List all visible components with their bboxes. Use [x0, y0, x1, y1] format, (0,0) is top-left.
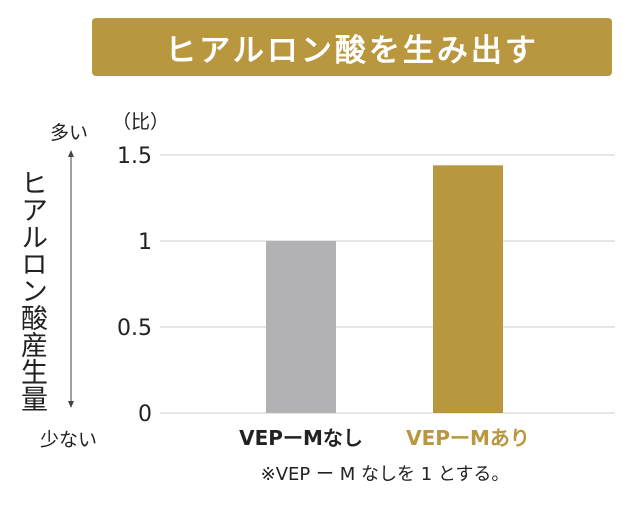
- bar-2: [433, 165, 503, 413]
- more-label: 多い: [50, 122, 89, 144]
- chart-title-banner: ヒアルロン酸を生み出す: [92, 18, 612, 76]
- less-label: 少ない: [40, 429, 98, 451]
- footnote: ※VEP ー M なしを 1 とする。: [260, 464, 510, 485]
- y-unit-label: （比）: [112, 111, 169, 133]
- double-arrow-icon: [68, 150, 74, 408]
- x-category-label: VEPーMなし: [239, 426, 363, 450]
- y-tick-label: 1.5: [117, 144, 152, 169]
- bar-1: [266, 241, 336, 413]
- y-axis-title: ヒアルロン酸産生量: [16, 168, 47, 412]
- y-tick-label: 0: [138, 402, 152, 427]
- x-category-label: VEPーMあり: [406, 426, 530, 450]
- y-tick-label: 1: [138, 230, 152, 255]
- y-tick-label: 0.5: [117, 316, 152, 341]
